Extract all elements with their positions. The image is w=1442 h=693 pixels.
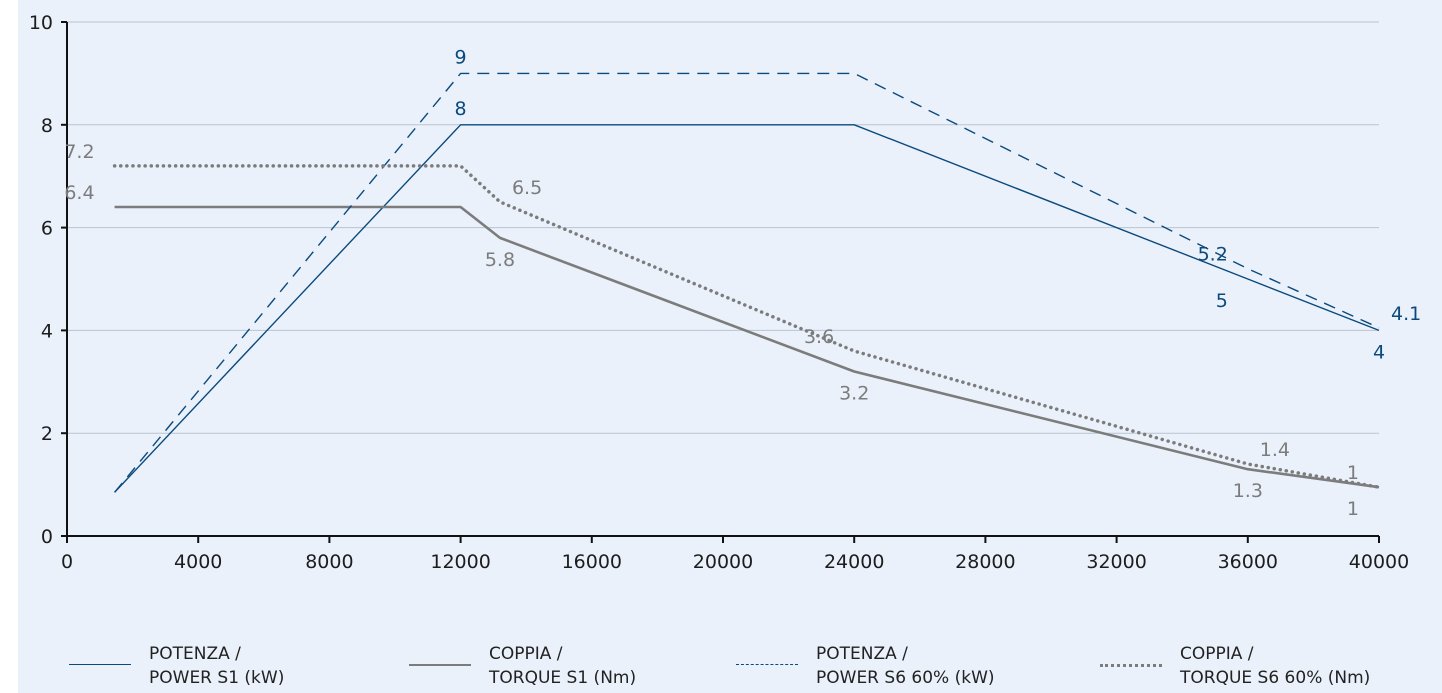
x-tick-label: 40000 <box>1349 551 1409 573</box>
x-tick-label: 8000 <box>305 551 353 573</box>
y-tick-label: 2 <box>41 423 53 445</box>
data-label: 6.4 <box>64 182 94 204</box>
x-tick-label: 16000 <box>562 551 622 573</box>
legend-swatch <box>736 664 798 665</box>
data-label: 6.5 <box>512 177 542 199</box>
legend-label: COPPIA / TORQUE S1 (Nm) <box>489 642 729 690</box>
data-label: 8 <box>455 98 467 120</box>
legend-label-line: POWER S1 (kW) <box>149 668 285 688</box>
data-label: 5.2 <box>1198 244 1228 266</box>
series-line-2 <box>114 205 1380 489</box>
x-tick-label: 0 <box>61 551 73 573</box>
x-tick-label: 32000 <box>1086 551 1146 573</box>
legend-swatch <box>69 664 131 665</box>
legend-label-line: POTENZA / <box>816 644 908 664</box>
series-line-1 <box>114 124 1380 493</box>
legend-label-line: COPPIA / <box>1180 644 1254 664</box>
data-label: 1.3 <box>1233 480 1263 502</box>
data-label: 5.8 <box>485 249 515 271</box>
series-line-3 <box>114 72 1380 493</box>
data-label: 9 <box>455 46 467 68</box>
x-tick-label: 36000 <box>1218 551 1278 573</box>
x-tick-label: 12000 <box>430 551 490 573</box>
data-label: 1 <box>1347 498 1359 520</box>
y-tick-label: 4 <box>41 320 53 342</box>
x-tick-label: 28000 <box>955 551 1015 573</box>
data-label: 3.2 <box>839 383 869 405</box>
legend-label: COPPIA / TORQUE S6 60% (Nm) <box>1180 642 1420 690</box>
legend-label: POTENZA / POWER S1 (kW) <box>149 642 389 690</box>
y-tick-label: 8 <box>41 115 53 137</box>
legend-label-line: POTENZA / <box>149 644 241 664</box>
legend-label-line: COPPIA / <box>489 644 563 664</box>
data-label: 1 <box>1347 462 1359 484</box>
legend-swatch <box>409 664 471 666</box>
data-label: 5 <box>1216 290 1228 312</box>
chart-legend: POTENZA / POWER S1 (kW) COPPIA / TORQUE S1 … <box>0 640 1442 693</box>
chart-svg: 0 2 4 6 8 10 0 4000 8000 12000 16000 20000 24000 2800… <box>29 12 1421 573</box>
chart-panel <box>18 0 1442 693</box>
legend-label-line: POWER S6 60% (kW) <box>816 668 995 688</box>
x-tick-label: 24000 <box>824 551 884 573</box>
legend-swatch <box>1100 664 1162 667</box>
data-label: 3.6 <box>804 326 834 348</box>
data-label: 7.2 <box>64 141 94 163</box>
data-label: 1.4 <box>1260 439 1290 461</box>
data-label: 4 <box>1373 341 1385 363</box>
legend-label-line: TORQUE S1 (Nm) <box>489 668 637 688</box>
data-label: 4.1 <box>1391 303 1421 325</box>
y-tick-label: 0 <box>41 526 53 548</box>
y-tick-label: 10 <box>29 12 53 34</box>
series-line-4 <box>112 164 1381 489</box>
legend-label: POTENZA / POWER S6 60% (kW) <box>816 642 1056 690</box>
x-tick-label: 20000 <box>693 551 753 573</box>
y-tick-label: 6 <box>41 218 53 240</box>
x-tick-label: 4000 <box>174 551 222 573</box>
legend-label-line: TORQUE S6 60% (Nm) <box>1180 668 1371 688</box>
